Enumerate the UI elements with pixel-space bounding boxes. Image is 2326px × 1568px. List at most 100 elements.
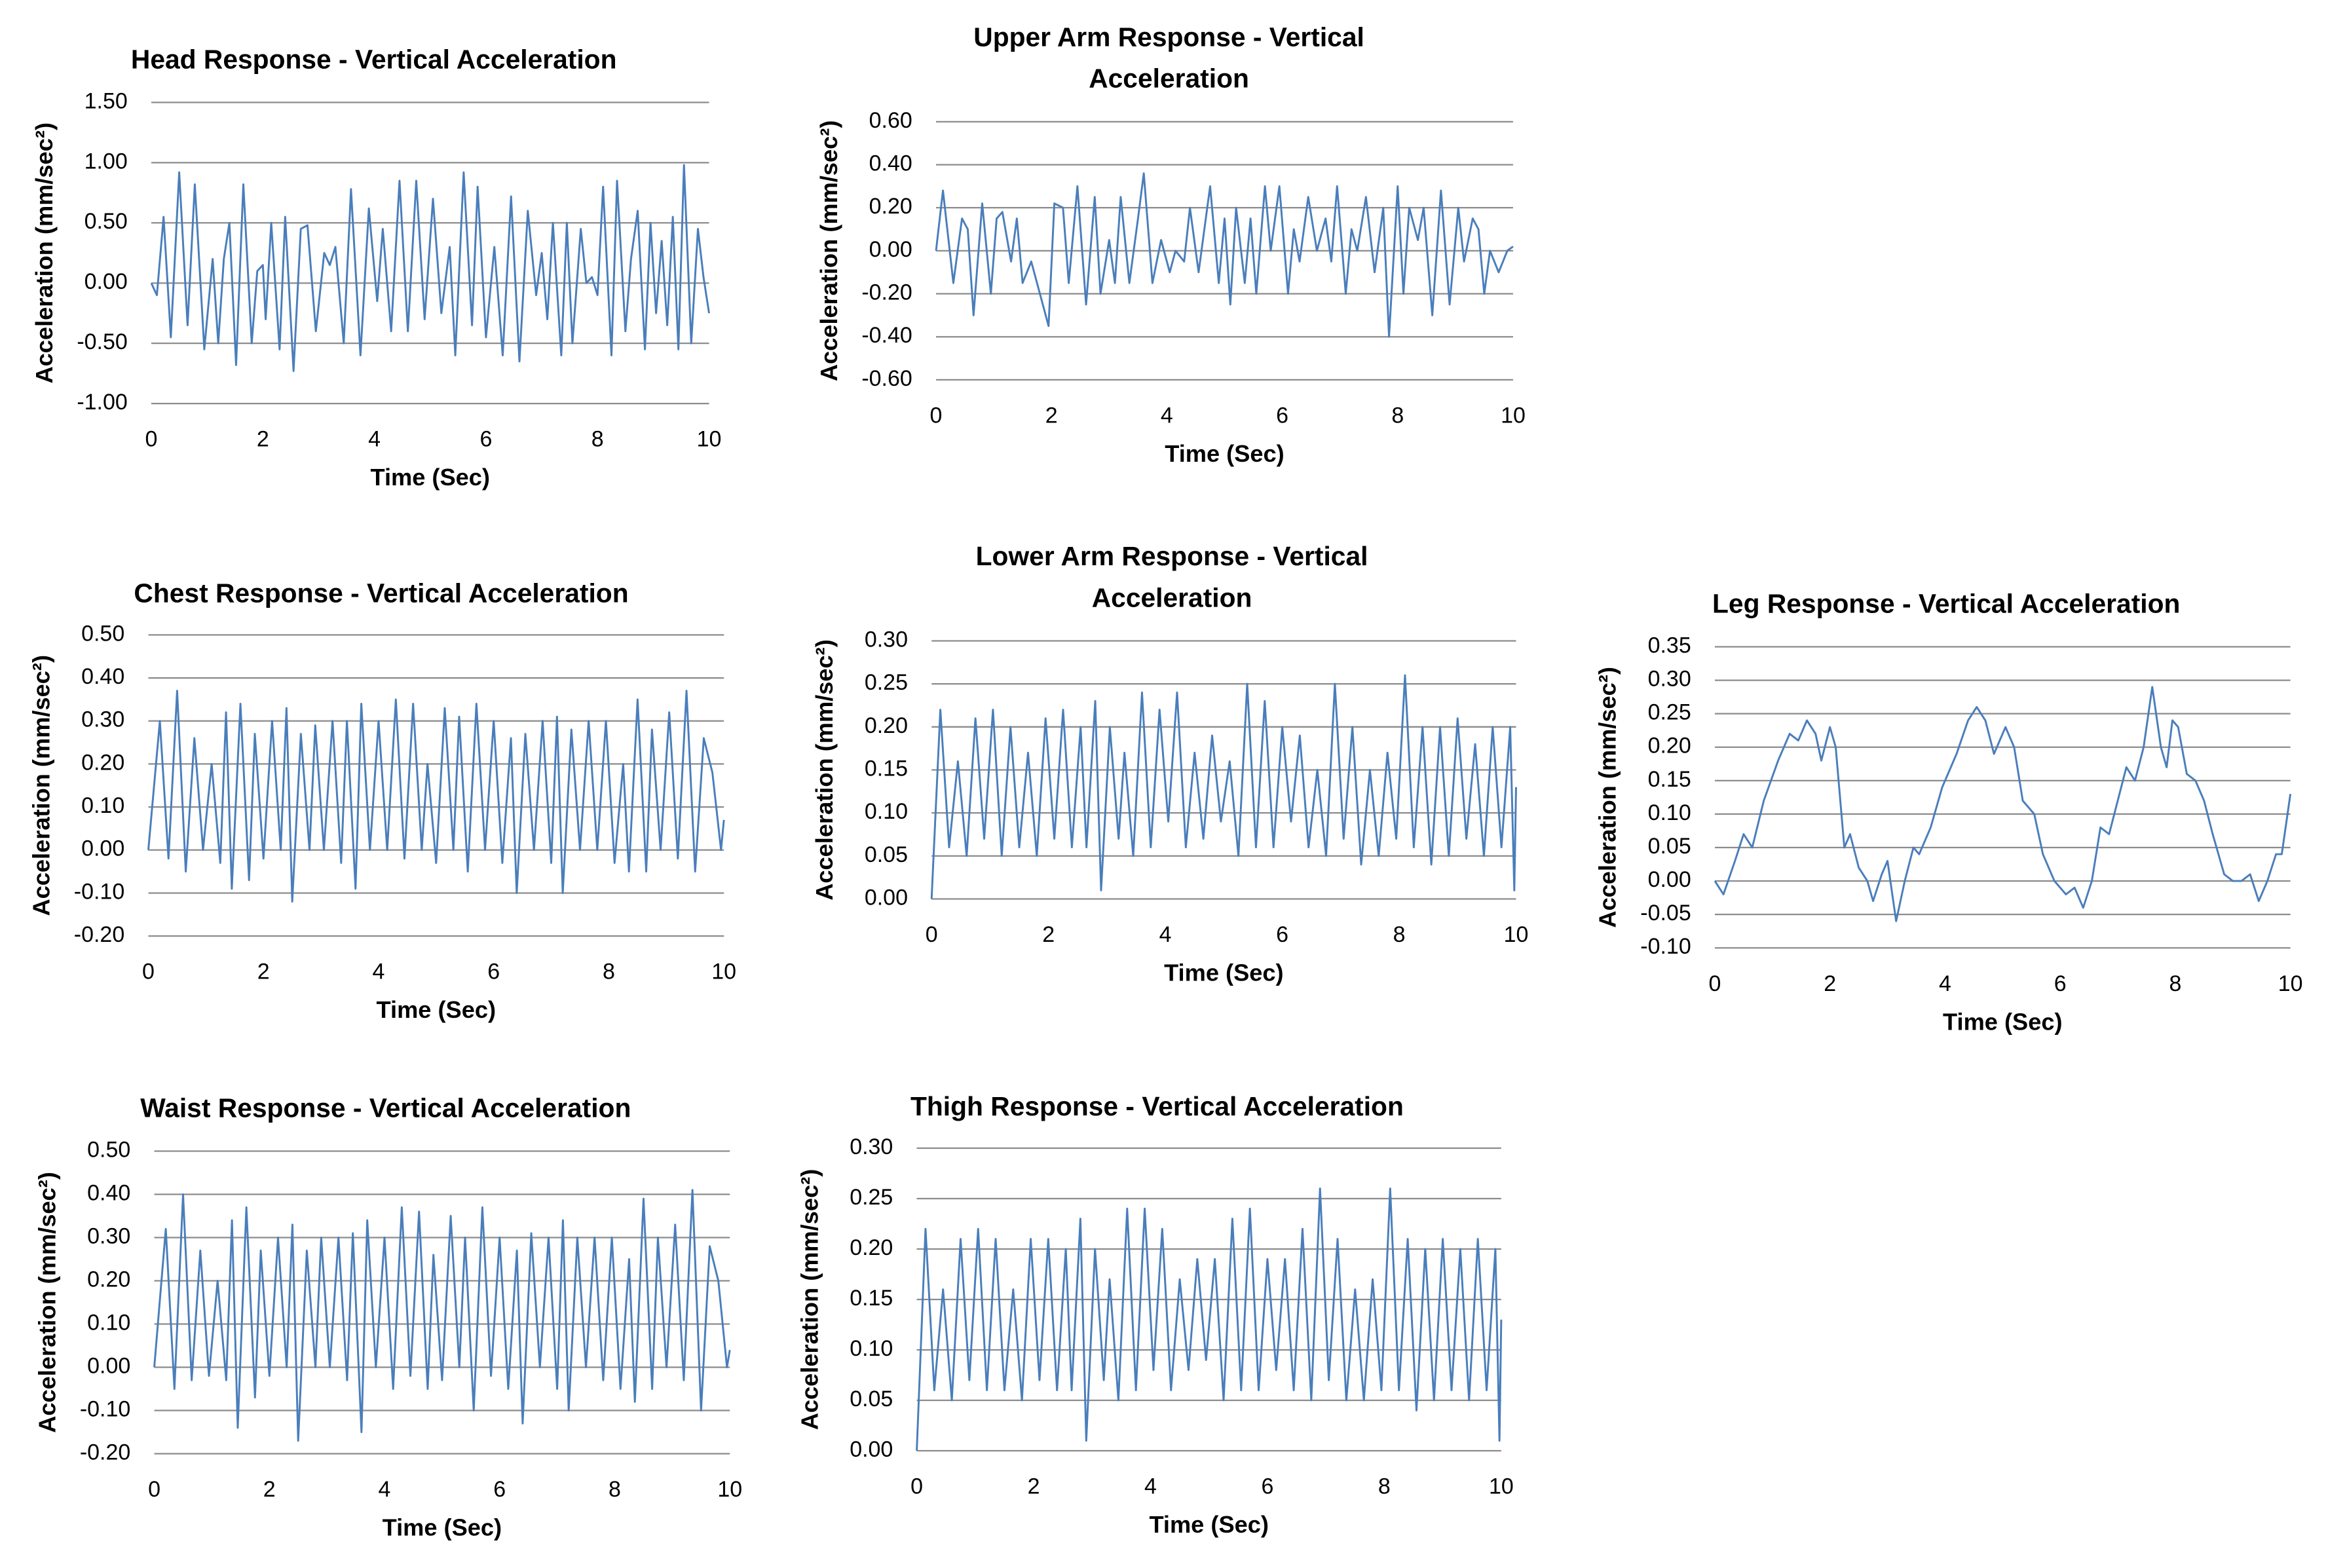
x-tick-label: 8	[603, 960, 615, 984]
y-tick-label: 0.30	[87, 1223, 130, 1248]
y-axis-title: Acceleration (mm/sec²)	[816, 121, 842, 382]
y-tick-label: 0.10	[81, 793, 124, 818]
x-tick-label: 2	[1028, 1474, 1040, 1499]
x-axis-title: Time (Sec)	[1164, 960, 1284, 986]
x-tick-label: 0	[1709, 971, 1721, 996]
title-box: Leg Response - Vertical Acceleration	[1712, 589, 2180, 618]
y-tick-label: 0.00	[850, 1437, 893, 1462]
x-tick-label: 10	[1504, 922, 1529, 947]
chart-title: Waist Response - Vertical Acceleration	[140, 1093, 631, 1123]
y-tick-label: 0.10	[850, 1336, 893, 1361]
y-tick-label: 0.00	[869, 237, 912, 262]
x-tick-label: 6	[487, 960, 500, 984]
y-tick-label: 0.05	[865, 842, 908, 867]
chart-panel: Thigh Response - Vertical Acceleration 0.…	[796, 1091, 1513, 1538]
y-tick-label: 0.40	[87, 1180, 130, 1205]
y-tick-label: 0.15	[850, 1286, 893, 1311]
chart-panel: Head Response - Vertical Acceleration -1.…	[31, 45, 722, 491]
x-tick-label: 8	[1378, 1474, 1391, 1499]
x-tick-label: 6	[1276, 922, 1288, 947]
y-tick-label: -0.20	[861, 280, 912, 305]
y-tick-label: 0.35	[1648, 633, 1691, 658]
y-tick-label: 0.50	[87, 1137, 130, 1162]
x-tick-label: 4	[368, 427, 381, 452]
data-line	[1714, 686, 2292, 922]
y-tick-label: 0.20	[850, 1235, 893, 1260]
x-axis-title: Time (Sec)	[1149, 1511, 1269, 1538]
y-tick-label: -0.05	[1640, 901, 1691, 925]
x-tick-label: 8	[609, 1477, 621, 1502]
x-tick-label: 6	[493, 1477, 506, 1502]
y-tick-label: 0.30	[865, 627, 908, 652]
y-tick-label: -0.10	[80, 1396, 130, 1421]
y-tick-label: 0.00	[1648, 867, 1691, 892]
y-tick-label: -0.60	[861, 366, 912, 391]
chart-panel: Leg Response - Vertical Acceleration -0.1…	[1594, 589, 2303, 1035]
x-tick-label: 8	[1391, 403, 1404, 428]
title-box: Head Response - Vertical Acceleration	[131, 45, 617, 74]
y-tick-label: 0.20	[87, 1267, 130, 1292]
y-axis-title: Acceleration (mm/sec²)	[796, 1169, 823, 1430]
x-tick-label: 4	[1161, 403, 1173, 428]
y-axis-title: Acceleration (mm/sec²)	[31, 122, 58, 384]
y-tick-label: 0.20	[869, 194, 912, 219]
y-axis-title: Acceleration (mm/sec²)	[33, 1172, 60, 1433]
x-tick-label: 4	[372, 960, 385, 984]
x-tick-label: 2	[257, 960, 270, 984]
y-tick-label: 0.05	[850, 1387, 893, 1411]
x-tick-label: 4	[1144, 1474, 1157, 1499]
y-tick-label: -0.50	[77, 329, 127, 354]
x-tick-label: 2	[263, 1477, 276, 1502]
y-axis-title: Acceleration (mm/sec²)	[28, 655, 54, 916]
y-tick-label: 0.20	[1648, 734, 1691, 758]
y-tick-label: 0.25	[865, 670, 908, 695]
x-axis-title: Time (Sec)	[370, 464, 490, 491]
y-tick-label: -0.40	[861, 323, 912, 348]
x-tick-label: 10	[2278, 971, 2303, 996]
y-axis-title: Acceleration (mm/sec²)	[1594, 667, 1621, 928]
chart-panel: Lower Arm Response - Vertical Accelerati…	[811, 541, 1529, 986]
chart-panel: Upper Arm Response - Vertical Accelerati…	[816, 22, 1526, 467]
x-tick-label: 8	[2169, 971, 2181, 996]
y-tick-label: 0.00	[87, 1353, 130, 1378]
x-tick-label: 0	[145, 427, 158, 452]
chart-title: Lower Arm Response - Vertical Accelerati…	[975, 541, 1368, 613]
data-line	[147, 690, 725, 903]
data-line	[930, 674, 1517, 899]
chart-title: Upper Arm Response - Vertical Accelerati…	[973, 22, 1364, 94]
y-tick-label: 0.20	[865, 713, 908, 738]
y-tick-label: 0.15	[1648, 767, 1691, 792]
x-tick-label: 2	[1824, 971, 1836, 996]
y-tick-label: 0.30	[1648, 667, 1691, 692]
y-tick-label: 0.25	[850, 1185, 893, 1210]
x-tick-label: 0	[910, 1474, 923, 1499]
title-box: Upper Arm Response - Vertical Accelerati…	[973, 22, 1364, 94]
y-tick-label: 0.30	[850, 1134, 893, 1159]
title-box: Lower Arm Response - Vertical Accelerati…	[975, 541, 1368, 613]
y-tick-label: 0.15	[865, 756, 908, 781]
y-tick-label: 0.00	[84, 269, 128, 294]
data-line	[150, 164, 710, 372]
x-axis-title: Time (Sec)	[377, 996, 497, 1023]
x-tick-label: 10	[711, 960, 736, 984]
y-tick-label: 1.00	[84, 149, 128, 174]
y-axis-title: Acceleration (mm/sec²)	[811, 639, 838, 901]
y-tick-label: 0.25	[1648, 700, 1691, 725]
y-tick-label: 0.50	[84, 209, 128, 234]
y-tick-label: 0.40	[81, 664, 124, 689]
chart-panel: Chest Response - Vertical Acceleration -0…	[28, 578, 736, 1023]
data-line	[916, 1187, 1503, 1451]
x-tick-label: 6	[1276, 403, 1288, 428]
y-tick-label: 0.60	[869, 108, 912, 133]
chart-title: Thigh Response - Vertical Acceleration	[910, 1091, 1404, 1122]
title-box: Chest Response - Vertical Acceleration	[134, 578, 629, 608]
x-tick-label: 6	[1261, 1474, 1273, 1499]
y-tick-label: -0.10	[74, 879, 124, 904]
x-tick-label: 2	[257, 427, 269, 452]
data-line	[153, 1189, 731, 1442]
y-tick-label: 0.50	[81, 621, 124, 646]
chart-title: Chest Response - Vertical Acceleration	[134, 578, 629, 608]
y-tick-label: 0.00	[865, 885, 908, 910]
x-tick-label: 2	[1042, 922, 1055, 947]
